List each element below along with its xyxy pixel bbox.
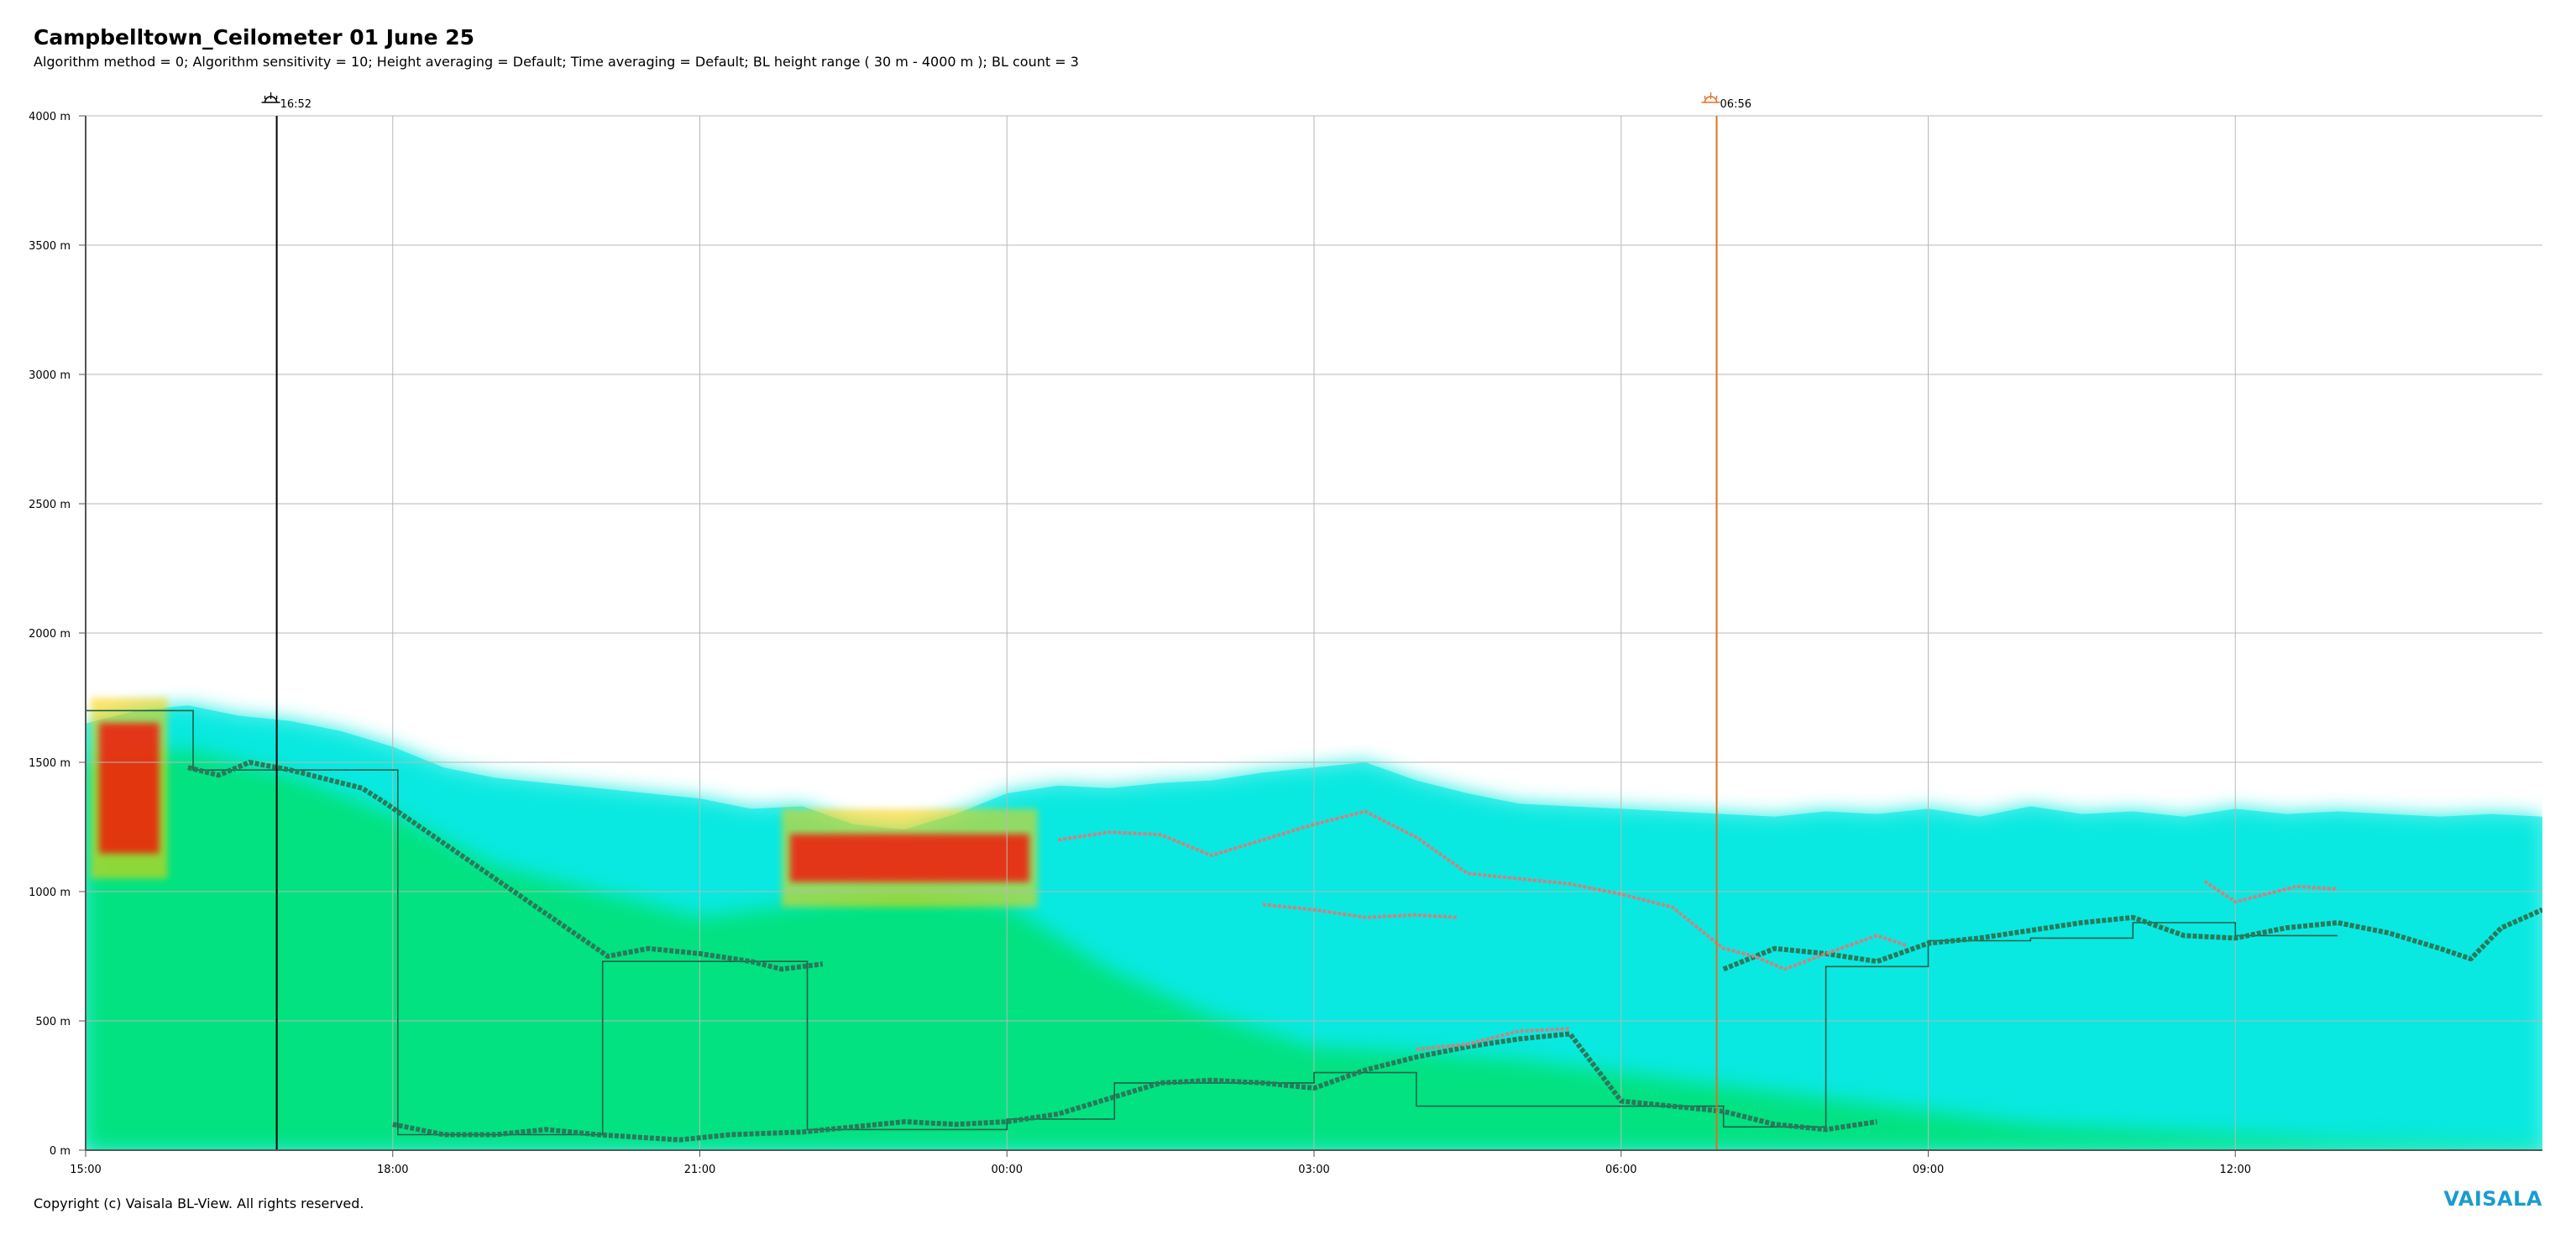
x-tick-label: 00:00 xyxy=(992,1164,1023,1176)
axes: 0 m 500 m 1000 m 1500 m 2000 m 2500 m 3000 m 35… xyxy=(29,111,2542,1176)
y-tick-label: 1000 m xyxy=(29,887,71,899)
sunset-icon xyxy=(261,92,280,103)
page-title: Campbelltown_Ceilometer 01 June 25 xyxy=(34,25,475,50)
y-tick-label: 3500 m xyxy=(29,240,71,253)
y-tick-label: 2000 m xyxy=(29,628,71,641)
cloud-core-0 xyxy=(99,723,160,854)
y-tick-label: 3000 m xyxy=(29,369,71,382)
sunrise-time-label: 06:56 xyxy=(1720,98,1751,111)
bl-series xyxy=(86,709,2542,1143)
vaisala-logo: VAISALA xyxy=(2443,1187,2542,1211)
bl-secondary-1 xyxy=(1057,809,1908,971)
y-tick-label: 2500 m xyxy=(29,499,71,511)
sun-events: 16:52 06:56 xyxy=(261,92,1751,1150)
x-tick-label: 18:00 xyxy=(377,1164,408,1176)
x-tick-label: 15:00 xyxy=(70,1164,101,1176)
bl-secondary-2 xyxy=(1262,903,1458,919)
y-tick-label: 1500 m xyxy=(29,757,71,770)
y-tick-label: 500 m xyxy=(35,1016,71,1028)
page-subtitle: Algorithm method = 0; Algorithm sensitiv… xyxy=(34,54,1079,70)
y-tick-label: 4000 m xyxy=(29,111,71,123)
x-tick-label: 03:00 xyxy=(1298,1164,1329,1176)
cloud-core-1 xyxy=(790,834,1029,882)
copyright-text: Copyright (c) Vaisala BL-View. All right… xyxy=(34,1196,364,1211)
y-tick-label: 0 m xyxy=(50,1145,71,1158)
sunset-time-label: 16:52 xyxy=(280,98,312,111)
sunrise-icon xyxy=(1701,92,1720,103)
bl-layer-2 xyxy=(1722,907,2542,972)
bl-secondary-3 xyxy=(2203,880,2338,904)
x-tick-label: 06:00 xyxy=(1605,1164,1636,1176)
x-tick-label: 12:00 xyxy=(2220,1164,2251,1176)
bl-layer-1 xyxy=(187,760,824,972)
x-tick-label: 09:00 xyxy=(1913,1164,1944,1176)
bl-secondary-4 xyxy=(1416,1027,1570,1051)
x-tick-label: 21:00 xyxy=(684,1164,715,1176)
bl-layer-low xyxy=(392,1031,1877,1143)
